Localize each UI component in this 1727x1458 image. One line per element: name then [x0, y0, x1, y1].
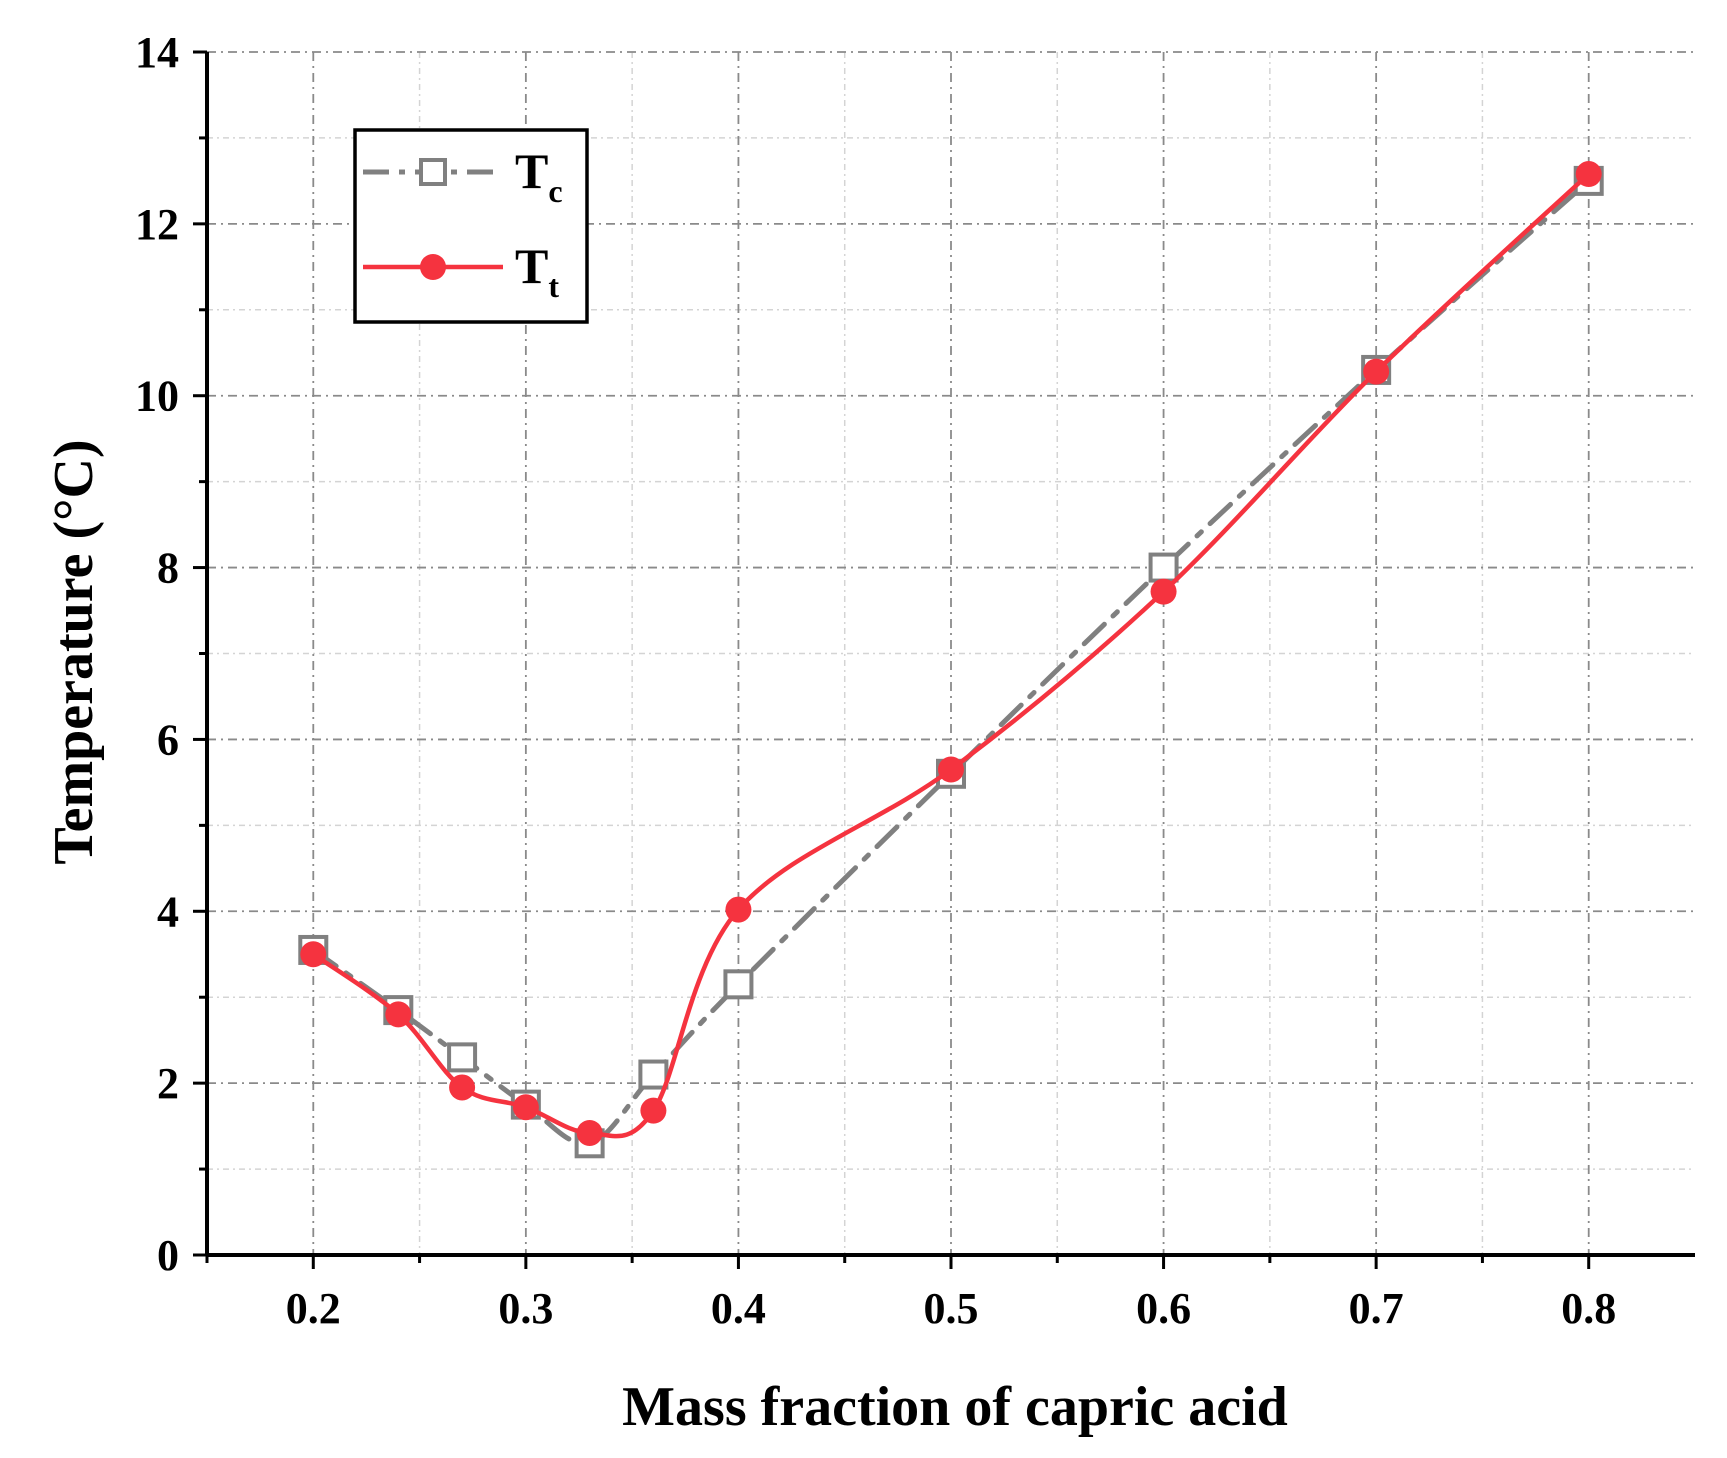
data-point-Tt	[938, 756, 964, 783]
data-point-Tt	[725, 896, 752, 923]
data-point-Tt	[576, 1119, 603, 1146]
data-point-Tt	[640, 1097, 667, 1124]
axis-layer: 0.2 0.3 0.4 0.5 0.6 0.7 0.8 0 2 4 6 8 10 12 14	[135, 28, 1695, 1333]
x-tick-label: 0.4	[711, 1284, 766, 1333]
data-point-Tt	[300, 941, 327, 968]
legend-label-Tt: Tt	[515, 238, 559, 304]
y-tick-label: 14	[135, 28, 179, 77]
x-tick-label: 0.3	[498, 1284, 553, 1333]
data-point-Tc	[638, 1059, 669, 1090]
data-point-Tt	[449, 1074, 476, 1101]
data-point-Tt	[1363, 358, 1390, 385]
y-axis-title: Temperature (°C)	[43, 439, 105, 864]
x-tick-label: 0.7	[1349, 1284, 1404, 1333]
data-point-Tt	[512, 1094, 539, 1121]
data-point-Tt	[1150, 578, 1177, 605]
x-tick-label: 0.2	[286, 1284, 341, 1333]
legend-label-main: T	[515, 143, 548, 199]
legend-label-subscript: t	[548, 268, 559, 304]
data-point-Tc	[1148, 552, 1179, 583]
y-tick-label: 8	[157, 544, 179, 593]
legend-label-Tc: Tc	[515, 143, 563, 209]
data-point-Tc	[447, 1042, 478, 1073]
series-Tt	[300, 161, 1602, 1146]
y-tick-label: 6	[157, 715, 179, 764]
grid-layer	[206, 51, 1695, 1255]
y-tick-label: 4	[157, 887, 179, 936]
legend-marker-Tc	[419, 158, 447, 186]
y-tick-label: 10	[135, 372, 179, 421]
data-point-Tt	[1575, 161, 1602, 188]
x-tick-label: 0.8	[1561, 1284, 1616, 1333]
data-point-Tt	[385, 1001, 412, 1028]
x-axis-title: Mass fraction of capric acid	[622, 1376, 1288, 1438]
legend-label-main: T	[515, 238, 548, 294]
y-tick-label: 2	[157, 1059, 179, 1108]
legend-marker-Tt	[420, 254, 446, 280]
legend-label-subscript: c	[548, 173, 562, 209]
y-tick-label: 12	[135, 200, 179, 249]
data-point-Tc	[723, 969, 754, 1000]
x-tick-label: 0.5	[924, 1284, 979, 1333]
x-tick-label: 0.6	[1136, 1284, 1191, 1333]
legend-box	[353, 128, 589, 324]
y-tick-label: 0	[157, 1231, 179, 1280]
series-layer	[298, 161, 1604, 1159]
